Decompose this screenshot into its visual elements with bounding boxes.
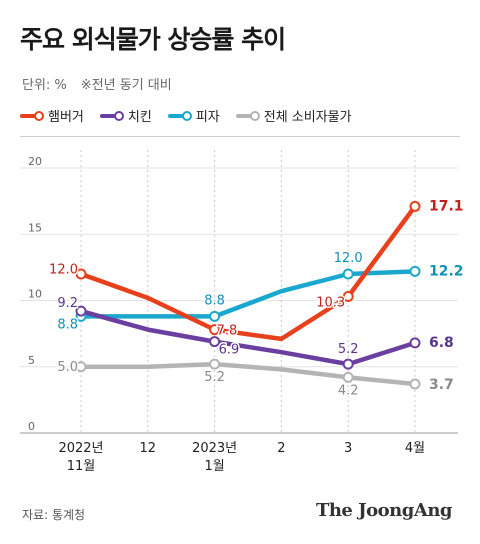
unit-label: 단위: % bbox=[22, 78, 67, 93]
data-label: 4.2 bbox=[338, 383, 359, 398]
x-tick-label: 1월 bbox=[204, 459, 224, 474]
data-point bbox=[409, 337, 421, 349]
series-line-0 bbox=[78, 204, 418, 342]
data-point bbox=[209, 358, 221, 370]
data-label: 5.2 bbox=[204, 370, 225, 385]
comparison-note: ※전년 동기 대비 bbox=[80, 78, 172, 93]
data-label: 7.8 bbox=[217, 324, 238, 339]
y-tick-label: 5 bbox=[28, 354, 35, 367]
data-point bbox=[409, 378, 421, 390]
unit-note: 단위: % ※전년 동기 대비 bbox=[22, 74, 172, 93]
data-point bbox=[342, 358, 354, 370]
x-axis: 2022년 11월 12 2023년 1월 2 3 4월 bbox=[58, 441, 425, 474]
data-label: 9.2 bbox=[57, 296, 78, 311]
y-tick-label: 0 bbox=[28, 420, 35, 433]
data-label: 12.0 bbox=[49, 263, 78, 278]
data-point bbox=[75, 268, 87, 280]
data-point bbox=[342, 371, 354, 383]
data-labels: 5.0 5.2 4.2 3.7 8.8 8.8 12.0 12.2 9.2 6.9 5.2 6.8 12… bbox=[48, 197, 466, 400]
x-tick-label: 2022년 bbox=[58, 441, 103, 456]
legend-label-pizza: 피자 bbox=[195, 110, 220, 125]
x-tick-label: 4월 bbox=[405, 441, 425, 456]
legend-swatch-cpi bbox=[235, 110, 260, 121]
data-label: 17.1 bbox=[429, 198, 464, 214]
data-point bbox=[342, 291, 354, 303]
source-note: 자료: 통계청 bbox=[22, 508, 86, 522]
data-label: 8.8 bbox=[57, 317, 78, 332]
data-label: 8.8 bbox=[204, 293, 225, 308]
legend-swatch-chicken bbox=[99, 110, 124, 121]
data-label: 10.3 bbox=[316, 296, 345, 311]
chart-title: 주요 외식물가 상승률 추이 bbox=[20, 25, 286, 54]
legend-item-pizza: 피자 bbox=[167, 106, 220, 125]
data-point bbox=[75, 361, 87, 373]
data-label: 5.0 bbox=[57, 360, 78, 375]
data-label: 6.9 bbox=[219, 343, 240, 358]
series-line-2 bbox=[78, 269, 418, 319]
grid: 0 5 10 15 20 bbox=[20, 150, 458, 434]
data-label: 12.2 bbox=[429, 263, 464, 279]
legend-label-cpi: 전체 소비자물가 bbox=[263, 110, 352, 125]
legend-label-hamburger: 햄버거 bbox=[48, 110, 84, 125]
header-separator bbox=[20, 136, 460, 137]
data-label: 6.8 bbox=[429, 335, 454, 351]
legend-swatch-pizza bbox=[167, 110, 192, 121]
data-point bbox=[409, 265, 421, 277]
x-tick-label: 2 bbox=[277, 441, 285, 456]
data-point bbox=[209, 310, 221, 322]
brand-logo: The JoongAng bbox=[315, 500, 453, 521]
series-lines bbox=[78, 204, 418, 387]
data-point bbox=[342, 268, 354, 280]
legend-item-hamburger: 햄버거 bbox=[20, 106, 84, 125]
data-label: 3.7 bbox=[429, 377, 454, 393]
y-tick-label: 10 bbox=[28, 288, 42, 301]
x-tick-label: 11월 bbox=[67, 459, 96, 474]
data-point bbox=[409, 200, 421, 212]
data-point bbox=[75, 305, 87, 317]
data-label: 12.0 bbox=[334, 251, 363, 266]
legend-swatch-hamburger bbox=[20, 110, 44, 121]
legend-item-cpi: 전체 소비자물가 bbox=[235, 106, 352, 125]
series-line-1 bbox=[78, 308, 418, 367]
data-label: 5.2 bbox=[338, 342, 359, 357]
x-tick-label: 3 bbox=[344, 441, 352, 456]
data-point bbox=[209, 324, 221, 336]
legend: 햄버거 치킨 피자 전체 소비자물가 bbox=[20, 106, 352, 125]
y-tick-label: 15 bbox=[28, 221, 42, 234]
legend-label-chicken: 치킨 bbox=[127, 110, 152, 125]
y-tick-label: 20 bbox=[28, 155, 42, 168]
x-tick-label: 2023년 bbox=[192, 441, 237, 456]
x-tick-label: 12 bbox=[140, 441, 157, 456]
data-point bbox=[209, 336, 221, 348]
legend-item-chicken: 치킨 bbox=[99, 106, 152, 125]
series-line-3 bbox=[78, 361, 418, 387]
data-points bbox=[75, 200, 421, 390]
